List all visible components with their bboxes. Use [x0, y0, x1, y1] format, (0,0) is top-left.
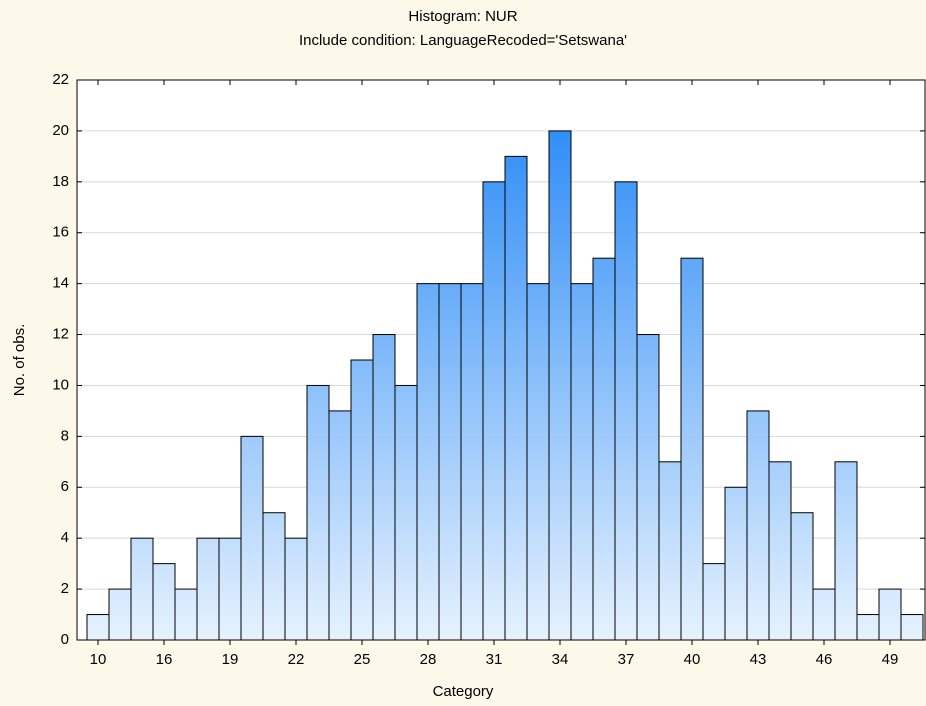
bar: [856, 614, 880, 641]
y-tick-label: 0: [61, 631, 69, 648]
bar: [218, 537, 242, 641]
bar: [724, 486, 748, 641]
bar: [284, 537, 308, 641]
bar: [900, 614, 924, 641]
x-tick-label: 16: [156, 651, 173, 668]
x-tick-label: 19: [222, 651, 239, 668]
x-tick-label: 34: [552, 651, 569, 668]
y-tick-label: 8: [61, 427, 69, 444]
bar: [438, 283, 462, 641]
y-tick-label: 14: [52, 275, 69, 292]
bar: [614, 181, 638, 641]
y-tick-label: 22: [52, 71, 69, 88]
plot-frame: [76, 79, 926, 641]
x-tick-label: 31: [486, 651, 503, 668]
bar: [108, 588, 132, 641]
chart-subtitle: Include condition: LanguageRecoded='Sets…: [299, 32, 627, 49]
bar: [658, 461, 682, 641]
bar: [790, 512, 814, 641]
bar: [152, 563, 176, 641]
y-tick-label: 6: [61, 478, 69, 495]
bar: [416, 283, 440, 641]
bar: [350, 359, 374, 641]
bar: [548, 130, 572, 641]
x-tick-label: 28: [420, 651, 437, 668]
bar: [372, 334, 396, 641]
x-tick-label: 40: [684, 651, 701, 668]
bar: [306, 384, 330, 641]
bar: [328, 410, 352, 641]
x-tick-label: 25: [354, 651, 371, 668]
y-tick-label: 18: [52, 173, 69, 190]
bar: [592, 257, 616, 641]
chart-title: Histogram: NUR: [408, 8, 517, 25]
x-tick-label: 22: [288, 651, 305, 668]
bar: [130, 537, 154, 641]
y-tick-label: 20: [52, 122, 69, 139]
bar: [768, 461, 792, 641]
x-tick-label: 43: [750, 651, 767, 668]
y-tick-label: 10: [52, 376, 69, 393]
x-tick-label: 37: [618, 651, 635, 668]
y-tick-label: 12: [52, 326, 69, 343]
bar: [834, 461, 858, 641]
x-axis-label: Category: [433, 683, 494, 700]
y-axis-label: No. of obs.: [11, 324, 28, 397]
bar: [702, 563, 726, 641]
x-tick-label: 49: [882, 651, 899, 668]
y-tick-label: 16: [52, 224, 69, 241]
y-tick-label: 4: [61, 529, 69, 546]
bar: [460, 283, 484, 641]
bar: [504, 155, 528, 641]
bar: [394, 384, 418, 641]
bar: [240, 435, 264, 641]
bar: [878, 588, 902, 641]
bar: [526, 283, 550, 641]
bar: [636, 334, 660, 641]
x-tick-label: 46: [816, 651, 833, 668]
bar: [570, 283, 594, 641]
x-tick-label: 10: [90, 651, 107, 668]
bar: [680, 257, 704, 641]
bar: [262, 512, 286, 641]
bar: [196, 537, 220, 641]
bar: [482, 181, 506, 641]
bar: [86, 614, 110, 641]
bar: [812, 588, 836, 641]
bar: [174, 588, 198, 641]
y-tick-label: 2: [61, 580, 69, 597]
bar: [746, 410, 770, 641]
